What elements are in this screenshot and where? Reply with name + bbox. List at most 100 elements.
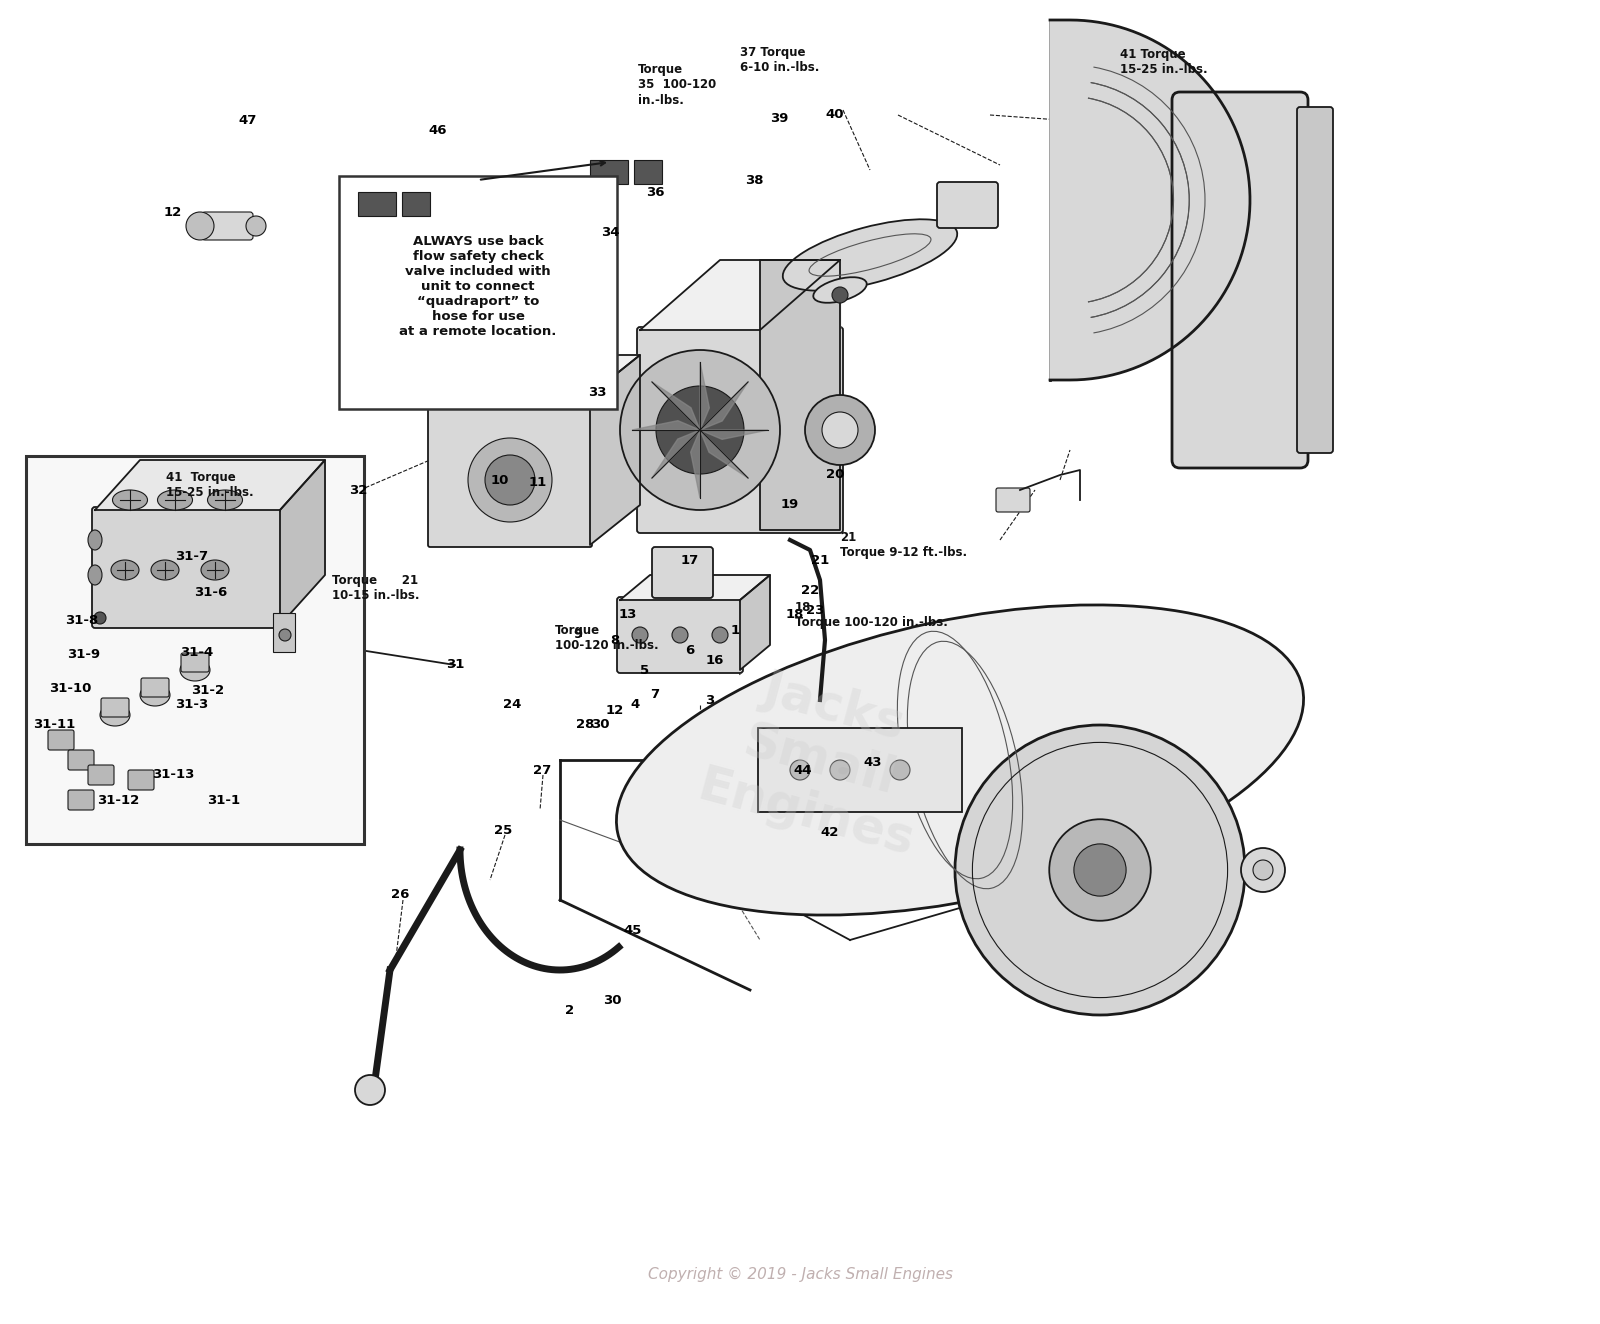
FancyBboxPatch shape bbox=[101, 698, 130, 718]
Text: 38: 38 bbox=[744, 173, 763, 187]
Text: 1: 1 bbox=[731, 624, 739, 637]
Circle shape bbox=[632, 628, 648, 643]
Circle shape bbox=[94, 612, 106, 624]
Circle shape bbox=[355, 1075, 386, 1106]
FancyBboxPatch shape bbox=[938, 181, 998, 228]
Text: 44: 44 bbox=[794, 764, 813, 776]
Text: 24: 24 bbox=[502, 699, 522, 711]
FancyBboxPatch shape bbox=[93, 507, 283, 628]
Text: 4: 4 bbox=[630, 699, 640, 711]
Text: 2: 2 bbox=[565, 1004, 574, 1017]
Ellipse shape bbox=[88, 530, 102, 549]
FancyBboxPatch shape bbox=[758, 728, 962, 812]
Polygon shape bbox=[640, 260, 840, 330]
Polygon shape bbox=[280, 459, 325, 625]
Text: 21
Torque 9-12 ft.-lbs.: 21 Torque 9-12 ft.-lbs. bbox=[840, 531, 966, 559]
Ellipse shape bbox=[141, 685, 170, 706]
Text: 31-9: 31-9 bbox=[67, 647, 101, 661]
Text: Jacks
Small
Engines: Jacks Small Engines bbox=[693, 654, 947, 866]
Text: 31-6: 31-6 bbox=[194, 587, 227, 600]
Text: 31-4: 31-4 bbox=[181, 646, 214, 658]
FancyBboxPatch shape bbox=[1171, 91, 1309, 467]
Text: 31-10: 31-10 bbox=[50, 682, 91, 695]
FancyBboxPatch shape bbox=[67, 749, 94, 771]
Circle shape bbox=[278, 629, 291, 641]
Ellipse shape bbox=[179, 659, 210, 681]
Ellipse shape bbox=[813, 277, 867, 303]
Ellipse shape bbox=[782, 220, 957, 291]
Circle shape bbox=[186, 212, 214, 240]
Text: 39: 39 bbox=[770, 111, 789, 124]
Text: 12: 12 bbox=[606, 703, 624, 716]
Ellipse shape bbox=[150, 560, 179, 580]
Text: 8: 8 bbox=[610, 633, 619, 646]
Text: 41 Torque
15-25 in.-lbs.: 41 Torque 15-25 in.-lbs. bbox=[1120, 48, 1208, 75]
Bar bbox=[358, 192, 397, 216]
Text: 28: 28 bbox=[576, 719, 594, 731]
Circle shape bbox=[830, 760, 850, 780]
FancyBboxPatch shape bbox=[274, 613, 294, 651]
Circle shape bbox=[955, 726, 1245, 1016]
Text: 31-2: 31-2 bbox=[192, 683, 224, 696]
FancyBboxPatch shape bbox=[26, 455, 365, 843]
FancyBboxPatch shape bbox=[181, 653, 210, 673]
Ellipse shape bbox=[616, 605, 1304, 915]
Polygon shape bbox=[430, 355, 640, 395]
Ellipse shape bbox=[110, 560, 139, 580]
Circle shape bbox=[805, 395, 875, 465]
Polygon shape bbox=[701, 361, 709, 430]
Text: 42: 42 bbox=[821, 826, 838, 839]
Polygon shape bbox=[651, 381, 701, 430]
Text: 18
Torque 100-120 in.-lbs.: 18 Torque 100-120 in.-lbs. bbox=[795, 601, 947, 629]
Text: 18: 18 bbox=[786, 609, 805, 621]
Polygon shape bbox=[701, 430, 749, 478]
Ellipse shape bbox=[99, 704, 130, 726]
Ellipse shape bbox=[88, 565, 102, 585]
Text: 10: 10 bbox=[491, 474, 509, 486]
Polygon shape bbox=[621, 575, 770, 600]
Text: 36: 36 bbox=[646, 185, 664, 199]
Text: 47: 47 bbox=[238, 114, 258, 127]
Text: 31-12: 31-12 bbox=[98, 793, 139, 806]
FancyBboxPatch shape bbox=[67, 790, 94, 810]
Text: 23: 23 bbox=[806, 604, 824, 617]
Text: Torque
35  100-120
in.-lbs.: Torque 35 100-120 in.-lbs. bbox=[638, 64, 717, 106]
Text: 26: 26 bbox=[390, 888, 410, 902]
Circle shape bbox=[621, 350, 781, 510]
Bar bbox=[402, 192, 430, 216]
Text: 41  Torque
15-25 in.-lbs.: 41 Torque 15-25 in.-lbs. bbox=[166, 471, 254, 499]
Circle shape bbox=[832, 287, 848, 303]
FancyBboxPatch shape bbox=[48, 730, 74, 749]
Text: 31: 31 bbox=[446, 658, 464, 671]
Circle shape bbox=[790, 760, 810, 780]
FancyArrowPatch shape bbox=[480, 162, 605, 180]
Polygon shape bbox=[94, 459, 325, 510]
Circle shape bbox=[656, 387, 744, 474]
Circle shape bbox=[1074, 843, 1126, 896]
Circle shape bbox=[485, 455, 534, 504]
FancyBboxPatch shape bbox=[995, 489, 1030, 512]
Polygon shape bbox=[1050, 20, 1250, 380]
Text: 12: 12 bbox=[163, 207, 182, 220]
FancyBboxPatch shape bbox=[1298, 107, 1333, 453]
Polygon shape bbox=[632, 421, 701, 430]
Text: 22: 22 bbox=[802, 584, 819, 597]
Text: 33: 33 bbox=[587, 387, 606, 400]
Circle shape bbox=[822, 412, 858, 448]
Text: 31-13: 31-13 bbox=[152, 768, 194, 781]
Text: 17: 17 bbox=[682, 553, 699, 567]
Polygon shape bbox=[739, 575, 770, 670]
Text: Torque      21
10-15 in.-lbs.: Torque 21 10-15 in.-lbs. bbox=[333, 575, 419, 602]
Text: 25: 25 bbox=[494, 824, 512, 837]
Text: ALWAYS use back
flow safety check
valve included with
unit to connect
“quadrapor: ALWAYS use back flow safety check valve … bbox=[400, 234, 557, 338]
Polygon shape bbox=[701, 430, 768, 440]
Text: 46: 46 bbox=[429, 123, 448, 136]
Text: 6: 6 bbox=[685, 643, 694, 657]
FancyBboxPatch shape bbox=[637, 327, 843, 534]
Circle shape bbox=[467, 438, 552, 522]
Text: 32: 32 bbox=[349, 483, 366, 496]
FancyBboxPatch shape bbox=[339, 176, 618, 409]
Bar bbox=[634, 160, 662, 184]
Text: Copyright © 2019 - Jacks Small Engines: Copyright © 2019 - Jacks Small Engines bbox=[648, 1267, 952, 1282]
FancyBboxPatch shape bbox=[88, 765, 114, 785]
